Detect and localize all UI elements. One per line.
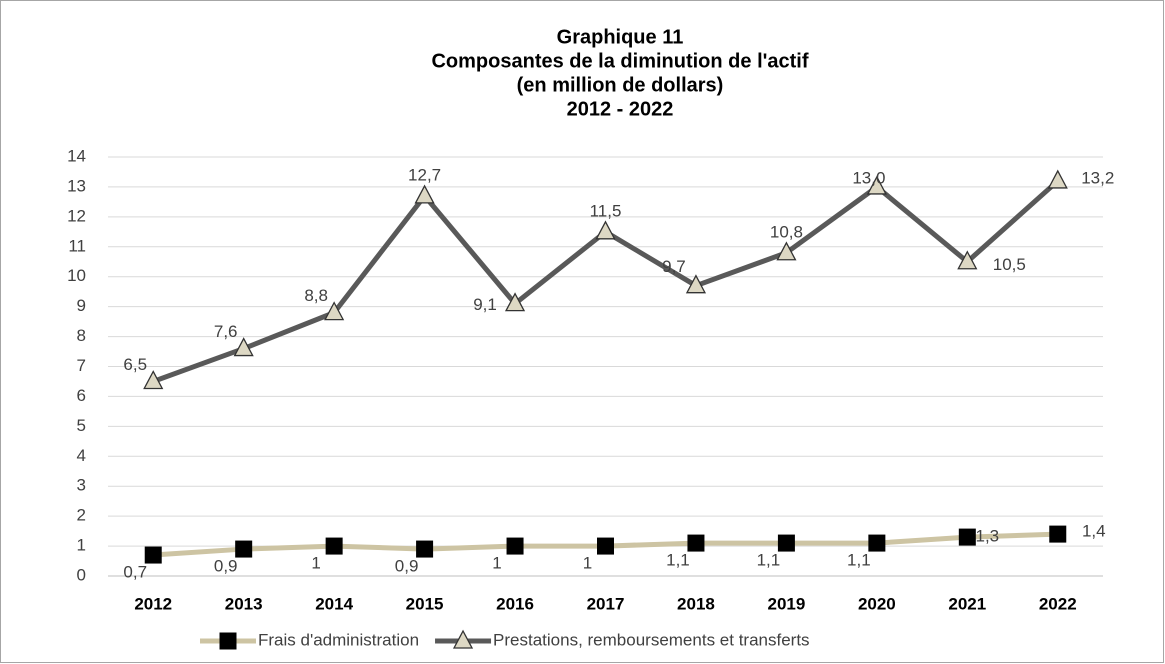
x-tick-label: 2021 [948, 594, 986, 613]
y-tick-label: 8 [77, 326, 86, 345]
marker [504, 292, 526, 312]
legend-marker [219, 632, 237, 650]
data-label: 1,1 [666, 551, 690, 570]
marker [685, 274, 707, 294]
x-tick-label: 2018 [677, 594, 715, 613]
data-label: 0,7 [123, 563, 147, 582]
marker [325, 537, 343, 555]
data-label: 1 [583, 554, 592, 573]
data-label: 8,8 [304, 286, 328, 305]
x-tick-label: 2022 [1039, 594, 1077, 613]
x-tick-label: 2013 [225, 594, 263, 613]
data-label: 7,6 [214, 322, 238, 341]
x-tick-label: 2019 [767, 594, 805, 613]
y-tick-label: 12 [67, 206, 86, 225]
marker [776, 241, 797, 261]
marker [506, 537, 524, 555]
y-tick-label: 13 [67, 176, 86, 195]
data-label: 1,4 [1082, 522, 1106, 541]
series: 6,5 7,6 8,8 12,7 9,1 11,5 9,7 10,8 13,0 10,5 13,2 [123, 165, 1114, 390]
data-label: 11,5 [590, 201, 622, 220]
marker [595, 220, 616, 240]
y-tick-label: 1 [77, 536, 86, 555]
data-label: 1,1 [757, 551, 781, 570]
chart-title: (en million de dollars) [517, 74, 724, 96]
y-tick-label: 10 [67, 266, 86, 285]
y-tick-label: 14 [67, 146, 86, 165]
y-tick-label: 6 [77, 386, 86, 405]
x-tick-label: 2017 [587, 594, 625, 613]
legend-label: Frais d'administration [258, 630, 419, 649]
marker [233, 337, 254, 357]
data-label: 1 [492, 554, 501, 573]
y-tick-label: 3 [77, 476, 86, 495]
data-label: 10,8 [770, 222, 803, 241]
marker [687, 534, 705, 552]
x-tick-label: 2015 [406, 594, 444, 613]
x-tick-label: 2012 [134, 594, 172, 613]
data-label: 13,0 [852, 168, 885, 187]
marker [1047, 169, 1068, 189]
marker [777, 534, 795, 552]
x-tick-label: 2016 [496, 594, 534, 613]
y-tick-label: 7 [77, 356, 86, 375]
chart-title: 2012 - 2022 [567, 98, 674, 120]
data-label: 9,7 [662, 257, 686, 276]
marker [958, 528, 976, 546]
chart-title: Graphique 11 [557, 26, 684, 48]
y-tick-label: 9 [77, 296, 86, 315]
data-label: 1,3 [975, 527, 999, 546]
legend-label: Prestations, remboursements et transfert… [493, 630, 810, 649]
y-tick-label: 4 [77, 446, 86, 465]
marker [866, 175, 887, 195]
data-label: 9,1 [473, 295, 497, 314]
data-label: 12,7 [408, 165, 441, 184]
marker [414, 184, 435, 204]
data-label: 0,9 [214, 557, 238, 576]
marker [143, 370, 164, 390]
data-label: 1 [311, 554, 320, 573]
marker [868, 534, 886, 552]
data-label: 1,1 [847, 551, 871, 570]
marker [597, 537, 614, 555]
y-tick-label: 5 [77, 416, 86, 435]
marker [957, 250, 978, 270]
marker [235, 540, 253, 558]
marker [416, 540, 434, 558]
y-tick-label: 11 [68, 236, 86, 255]
y-tick-label: 2 [77, 506, 86, 525]
data-label: 0,9 [395, 557, 419, 576]
x-tick-label: 2020 [858, 594, 896, 613]
legend-marker [452, 629, 474, 649]
marker [144, 546, 162, 564]
data-label: 6,5 [123, 355, 147, 374]
chart-title: Composantes de la diminution de l'actif [431, 50, 808, 72]
marker [1049, 525, 1067, 543]
series: 0,7 0,9 1 0,9 1 1 1,1 1,1 1,1 1,3 1,4 [123, 522, 1105, 582]
data-label: 10,5 [993, 255, 1026, 274]
marker [324, 301, 345, 321]
x-tick-label: 2014 [315, 594, 353, 613]
y-tick-label: 0 [77, 565, 86, 584]
data-label: 13,2 [1081, 168, 1114, 187]
